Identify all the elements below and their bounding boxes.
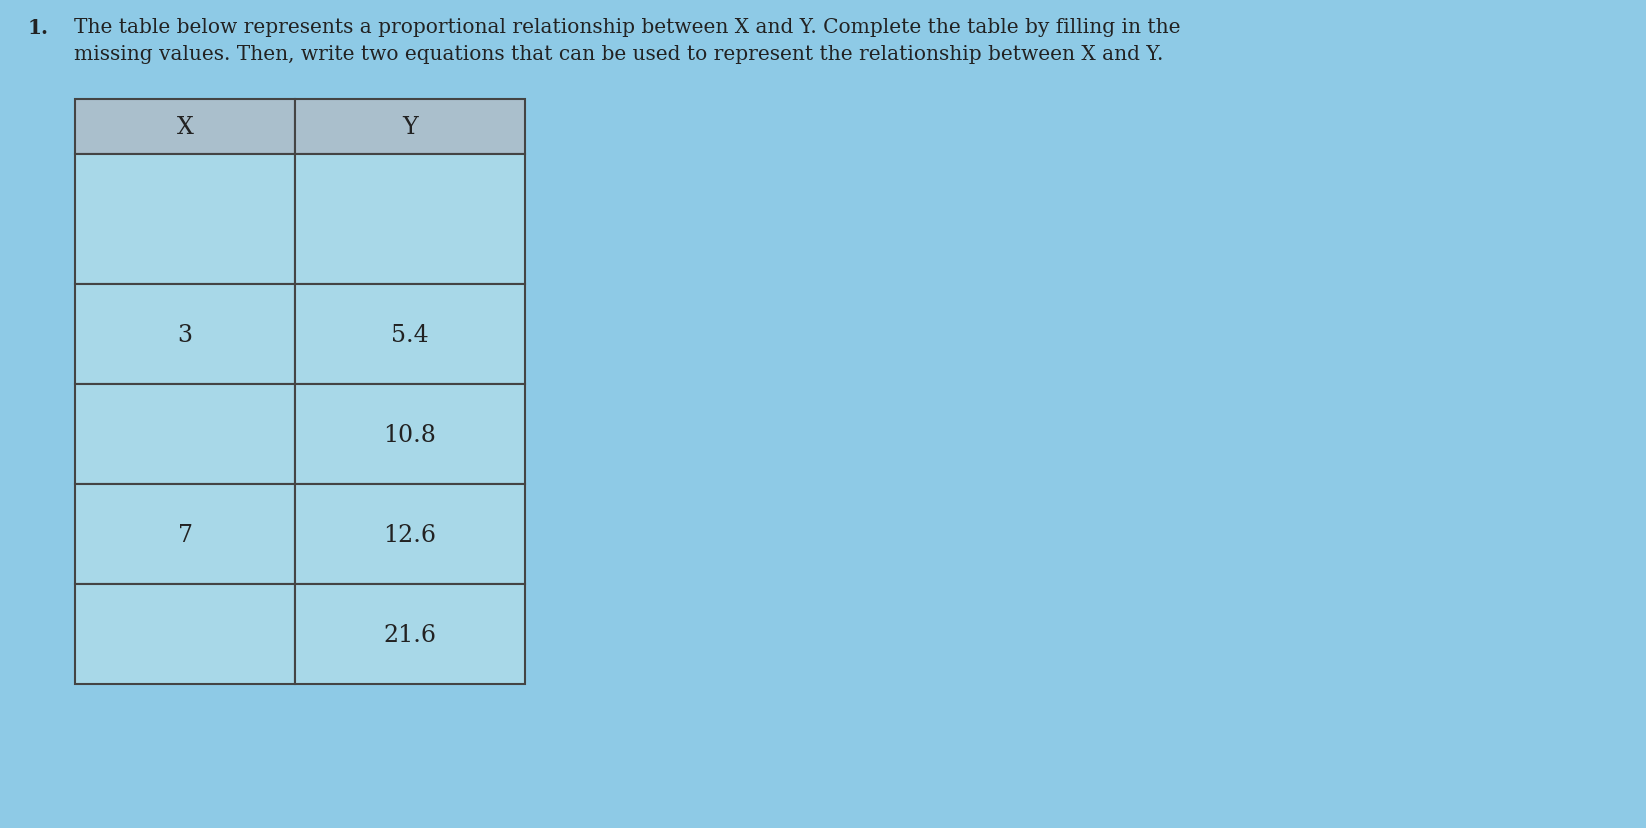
Text: 21.6: 21.6 xyxy=(384,623,436,646)
Text: X: X xyxy=(176,116,194,139)
Text: 1.: 1. xyxy=(28,18,49,38)
Text: The table below represents a proportional relationship between X and Y. Complete: The table below represents a proportiona… xyxy=(74,18,1180,64)
Text: 7: 7 xyxy=(178,522,193,546)
Text: 5.4: 5.4 xyxy=(392,323,430,346)
Text: 12.6: 12.6 xyxy=(384,522,436,546)
Text: 3: 3 xyxy=(178,323,193,346)
Text: Y: Y xyxy=(402,116,418,139)
Text: 10.8: 10.8 xyxy=(384,423,436,446)
